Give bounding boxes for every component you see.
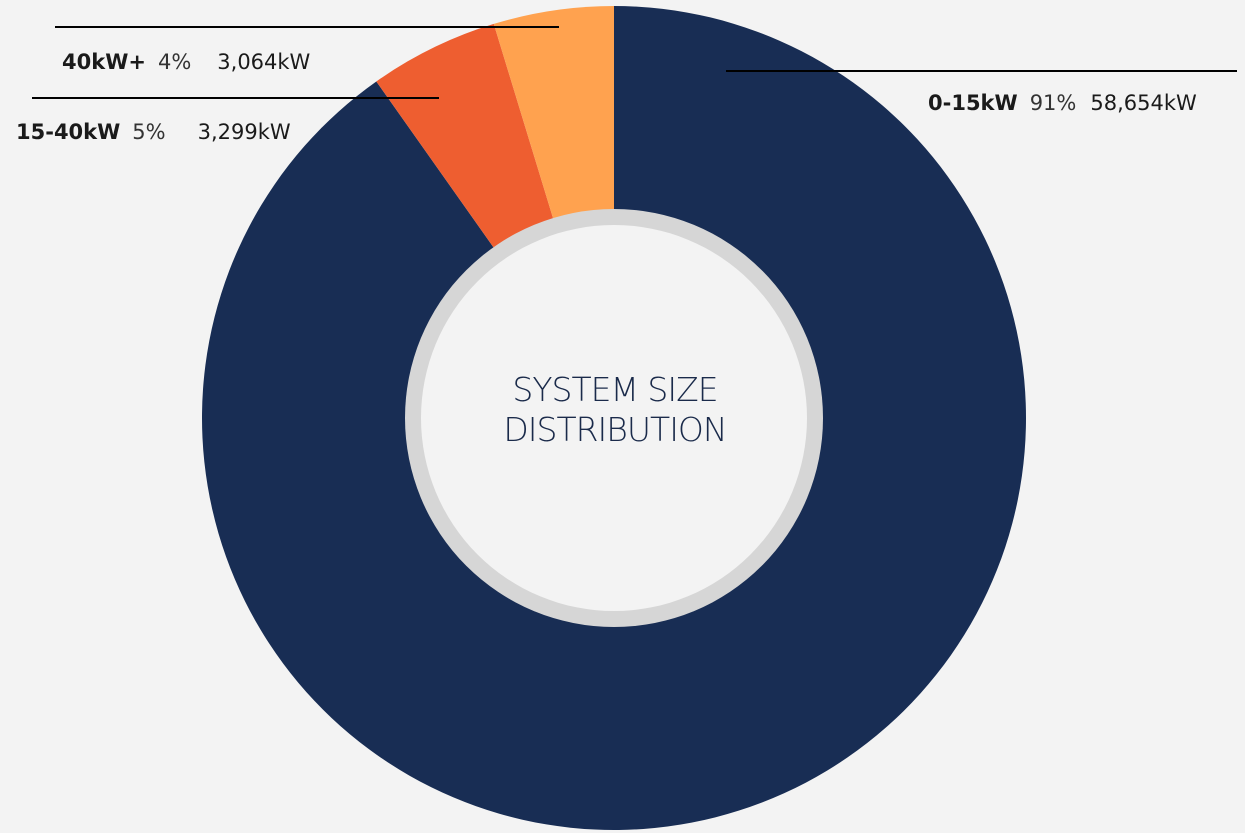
label-15-40kw-percent: 5% (132, 120, 166, 144)
center-title: SYSTEM SIZE DISTRIBUTION (430, 370, 800, 449)
label-40kw-value: 3,064kW (217, 50, 311, 74)
label-0-15kw: 0-15kW 91% 58,654kW (928, 93, 1197, 114)
label-40kw: 40kW+ 4% 3,064kW (62, 52, 310, 73)
center-title-line-2: DISTRIBUTION (503, 409, 727, 449)
inner-fill (421, 225, 807, 611)
leader-line-40kw (55, 26, 559, 28)
label-15-40kw-value: 3,299kW (197, 120, 291, 144)
center-title-line-1: SYSTEM SIZE (512, 370, 718, 409)
label-0-15kw-percent: 91% (1029, 91, 1077, 115)
label-0-15kw-value: 58,654kW (1090, 91, 1197, 115)
label-15-40kw-category: 15-40kW (16, 120, 121, 144)
label-15-40kw: 15-40kW 5% 3,299kW (16, 122, 291, 143)
leader-line-0-15kw (726, 70, 1237, 72)
label-40kw-percent: 4% (157, 50, 192, 74)
leader-line-15-40kw (32, 97, 439, 99)
label-40kw-category: 40kW+ (62, 50, 146, 74)
label-0-15kw-category: 0-15kW (928, 91, 1018, 115)
